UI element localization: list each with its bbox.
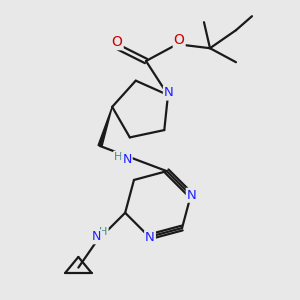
Text: N: N [145,231,155,244]
Polygon shape [98,107,112,147]
Text: H: H [114,152,122,162]
Text: N: N [164,86,174,100]
Text: N: N [122,153,132,166]
Text: O: O [112,35,123,49]
Text: H: H [99,226,108,237]
Text: O: O [174,33,184,47]
Text: N: N [92,230,101,243]
Text: N: N [187,189,196,202]
